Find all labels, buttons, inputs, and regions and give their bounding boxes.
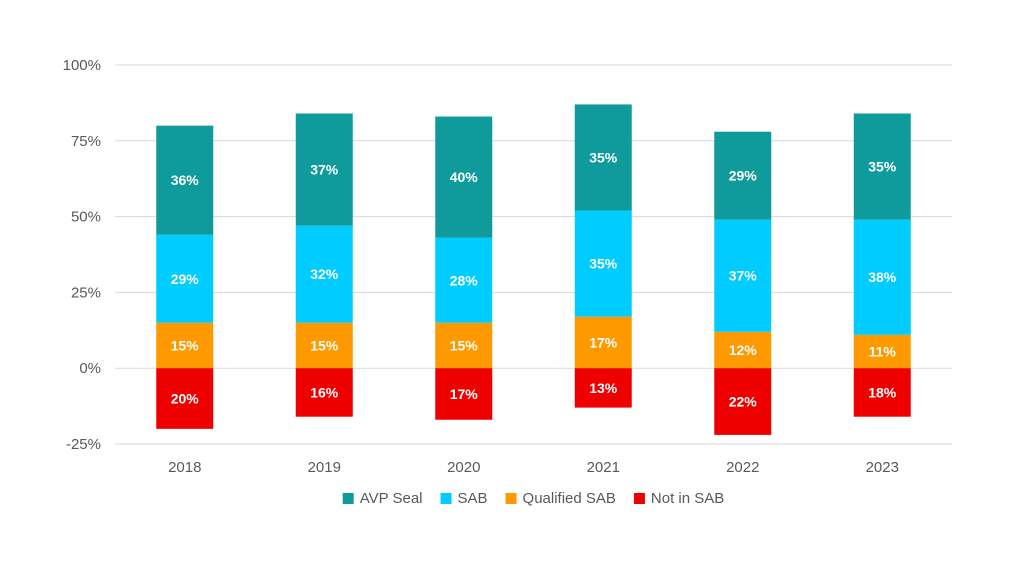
data-label: 32% xyxy=(310,266,339,282)
data-label: 37% xyxy=(310,162,339,178)
bar-segment xyxy=(714,331,772,369)
data-label: 17% xyxy=(450,386,479,402)
axes: -25% 0% 25% 50% 75% 100% 2018 2019 2020 2021 2022 2… xyxy=(63,57,899,476)
legend-swatch xyxy=(342,493,354,504)
bar-segment xyxy=(435,237,493,323)
legend-swatch xyxy=(505,493,517,504)
legend-label: SAB xyxy=(458,490,488,507)
data-label: 16% xyxy=(310,384,339,400)
data-label: 35% xyxy=(868,159,897,175)
x-tick-label: 2020 xyxy=(447,459,480,476)
bar-segment xyxy=(295,225,353,323)
bar-segment xyxy=(295,368,353,417)
bar-segment xyxy=(853,368,911,417)
data-label: 20% xyxy=(171,391,200,407)
bar-segment xyxy=(714,368,772,435)
bar-segment xyxy=(156,368,214,429)
bar-segment xyxy=(435,322,493,369)
bar-segment xyxy=(574,368,632,408)
data-label: 18% xyxy=(868,384,897,400)
legend-label: AVP Seal xyxy=(360,490,423,507)
data-label: 22% xyxy=(729,394,758,410)
legend-swatch xyxy=(440,493,452,504)
data-label: 15% xyxy=(310,337,339,353)
bar-segment xyxy=(574,104,632,211)
bar-segment xyxy=(156,322,214,369)
x-tick-label: 2023 xyxy=(866,459,899,476)
data-label: 36% xyxy=(171,172,200,188)
data-label: 12% xyxy=(729,342,758,358)
bar-segment xyxy=(295,113,353,226)
bar-segment xyxy=(435,116,493,238)
data-label: 40% xyxy=(450,169,479,185)
bar-segment xyxy=(156,234,214,323)
bar-segment xyxy=(714,131,772,220)
bar-segment xyxy=(714,219,772,332)
legend-label: Qualified SAB xyxy=(523,490,616,507)
data-label: 13% xyxy=(589,380,618,396)
y-tick-label: 25% xyxy=(71,284,101,301)
x-tick-label: 2019 xyxy=(308,459,341,476)
bar-segment xyxy=(574,316,632,369)
y-tick-label: 50% xyxy=(71,209,101,226)
data-label: 29% xyxy=(171,271,200,287)
data-labels: 15% 29% 36% 20% 15% 32% 37% 16% 15% 28% 40% 17% 17% 3… xyxy=(171,149,897,409)
data-label: 29% xyxy=(729,168,758,184)
data-label: 28% xyxy=(450,272,479,288)
data-label: 35% xyxy=(589,256,618,272)
x-tick-label: 2018 xyxy=(168,459,201,476)
bar-segment xyxy=(853,219,911,335)
bar-segment xyxy=(853,113,911,220)
data-label: 38% xyxy=(868,269,897,285)
bar-segment xyxy=(156,125,214,235)
bars xyxy=(156,104,911,435)
data-label: 17% xyxy=(589,334,618,350)
data-label: 37% xyxy=(729,268,758,284)
data-label: 11% xyxy=(869,344,897,360)
data-label: 35% xyxy=(589,149,618,165)
legend: AVP Seal SAB Qualified SAB Not in SAB xyxy=(342,490,724,507)
gridlines xyxy=(115,64,952,445)
y-tick-label: 100% xyxy=(63,57,101,74)
bar-segment xyxy=(574,210,632,317)
bar-segment xyxy=(295,322,353,369)
x-tick-label: 2021 xyxy=(587,459,620,476)
data-label: 15% xyxy=(171,337,200,353)
bar-segment xyxy=(435,368,493,420)
y-tick-label: -25% xyxy=(66,436,101,453)
data-label: 15% xyxy=(450,337,479,353)
bar-segment xyxy=(853,334,911,369)
x-tick-label: 2022 xyxy=(726,459,759,476)
legend-swatch xyxy=(633,493,645,504)
y-tick-label: 75% xyxy=(71,133,101,150)
legend-label: Not in SAB xyxy=(651,490,724,507)
y-tick-label: 0% xyxy=(79,360,101,377)
